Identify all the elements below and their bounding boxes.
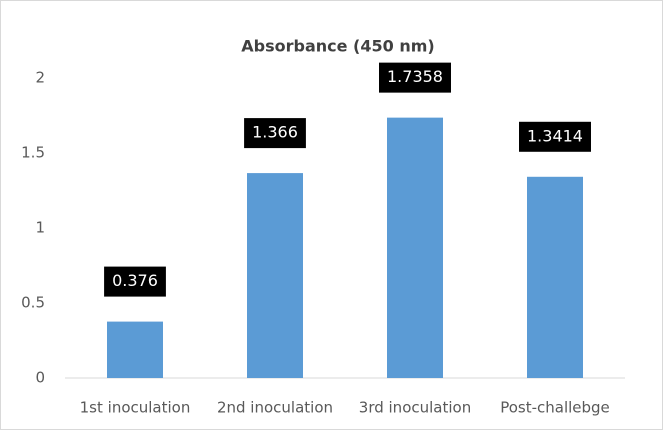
- value-label: 1.3414: [527, 126, 583, 145]
- y-tick-label: 0: [35, 369, 45, 387]
- value-label-box: [519, 121, 591, 152]
- x-tick-label: Post-challebge: [500, 399, 610, 417]
- value-label-box: [244, 118, 306, 149]
- y-tick-label: 1.5: [21, 144, 45, 162]
- x-tick-label: 1st inoculation: [80, 399, 191, 417]
- bar: [107, 321, 163, 378]
- y-tick-label: 1: [35, 219, 45, 237]
- bar: [247, 173, 303, 378]
- value-label-box: [104, 266, 166, 297]
- x-tick-label: 2nd inoculation: [217, 399, 333, 417]
- y-tick-label: 0.5: [21, 294, 45, 312]
- value-label-box: [379, 62, 451, 93]
- x-tick-label: 3rd inoculation: [359, 399, 471, 417]
- y-tick-label: 2: [35, 69, 45, 87]
- value-label: 1.7358: [387, 67, 443, 86]
- value-label: 1.366: [252, 123, 298, 142]
- value-label: 0.376: [112, 271, 158, 290]
- bar: [387, 117, 443, 378]
- bar: [527, 176, 583, 378]
- chart-title: Absorbance (450 nm): [241, 37, 434, 56]
